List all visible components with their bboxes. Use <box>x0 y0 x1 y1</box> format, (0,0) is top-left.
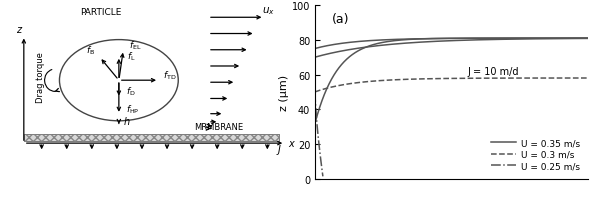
Bar <box>24 134 279 141</box>
Text: J = 10 m/d: J = 10 m/d <box>468 67 520 77</box>
Text: $u_x$: $u_x$ <box>262 5 275 17</box>
Text: $f_{\mathsf{L}}$: $f_{\mathsf{L}}$ <box>127 51 136 63</box>
Text: Drag torque: Drag torque <box>35 52 44 102</box>
Text: $f_{\mathsf{B}}$: $f_{\mathsf{B}}$ <box>86 45 95 57</box>
Text: $f_{\mathsf{TD}}$: $f_{\mathsf{TD}}$ <box>163 69 176 82</box>
Text: $z$: $z$ <box>16 25 23 35</box>
Text: (a): (a) <box>331 13 349 26</box>
Bar <box>24 134 279 141</box>
Legend: U = 0.35 m/s, U = 0.3 m/s, U = 0.25 m/s: U = 0.35 m/s, U = 0.3 m/s, U = 0.25 m/s <box>487 135 583 174</box>
Text: $h$: $h$ <box>124 114 131 126</box>
Text: $x$: $x$ <box>288 138 296 148</box>
Text: $J$: $J$ <box>276 143 283 156</box>
Text: $f_{\mathsf{HP}}$: $f_{\mathsf{HP}}$ <box>126 103 140 116</box>
Text: MRMBRANE: MRMBRANE <box>194 122 244 131</box>
Text: $f_{\mathsf{EL}}$: $f_{\mathsf{EL}}$ <box>129 40 142 52</box>
Text: $f_{\mathsf{D}}$: $f_{\mathsf{D}}$ <box>126 85 136 97</box>
Y-axis label: z (μm): z (μm) <box>279 75 289 110</box>
Text: PARTICLE: PARTICLE <box>80 8 122 17</box>
